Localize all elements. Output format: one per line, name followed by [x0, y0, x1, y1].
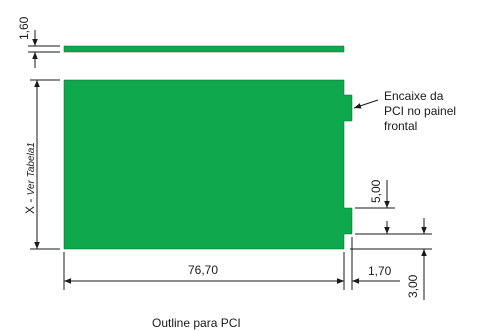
panel-fit-callout: Encaixe da PCI no painel frontal: [353, 89, 456, 133]
callout-line-3: frontal: [384, 119, 417, 133]
callout-line-2: PCI no painel: [384, 104, 456, 118]
pcb-board: [63, 79, 353, 250]
notch-height-label: 5,00: [369, 179, 383, 203]
callout-line-1: Encaixe da: [384, 89, 444, 103]
height-dimension: X - Ver Tabela1: [23, 79, 60, 250]
width-dimension: 76,70: [63, 252, 345, 290]
diagram-caption: Outline para PCI: [152, 316, 241, 330]
bottom-offset-dimension: 3,00: [350, 218, 432, 300]
height-label-ref: Ver Tabela1: [26, 142, 37, 195]
notch-height-dimension: 5,00: [355, 179, 432, 235]
notch-depth-label: 1,70: [368, 264, 392, 278]
pcb-edge-view: [63, 45, 345, 53]
thickness-dimension: 1,60: [17, 16, 60, 68]
thickness-label: 1,60: [17, 16, 31, 40]
height-label: X - Ver Tabela1: [23, 142, 37, 214]
width-label: 76,70: [188, 263, 218, 277]
notch-depth-dimension: 1,70: [333, 237, 400, 290]
height-label-prefix: X -: [23, 195, 37, 214]
bottom-offset-label: 3,00: [406, 274, 420, 298]
